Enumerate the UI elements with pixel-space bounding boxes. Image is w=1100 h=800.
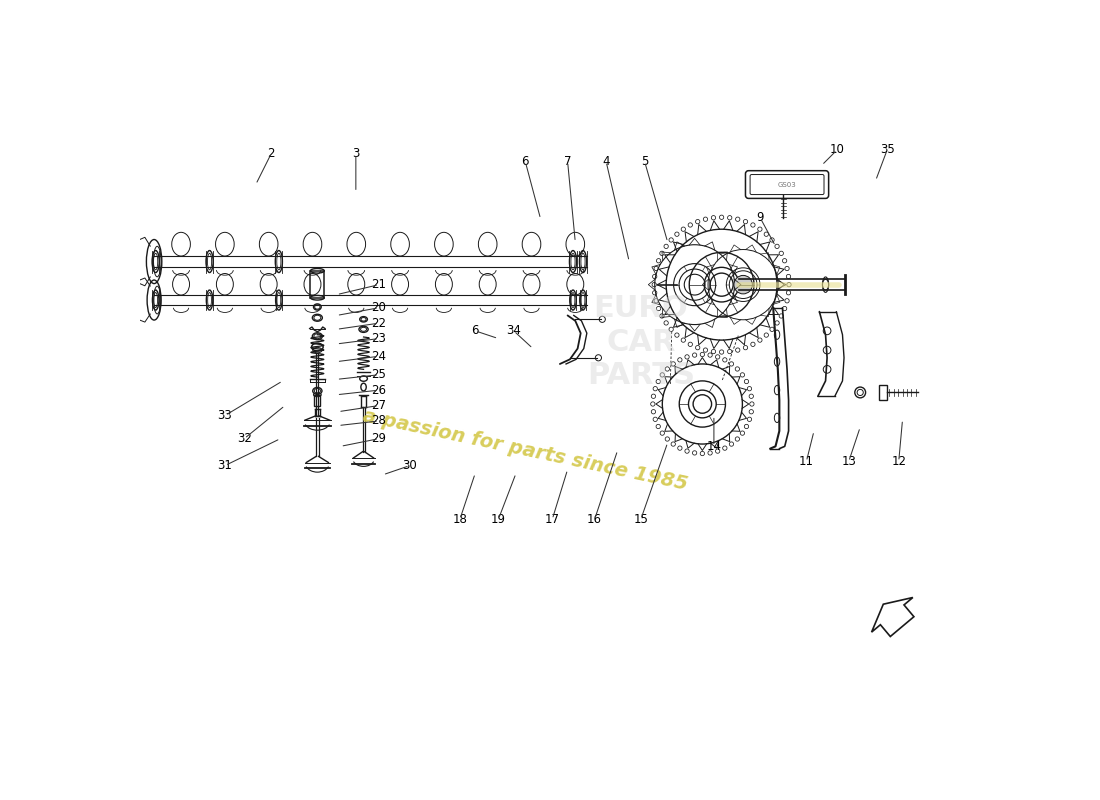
Text: 18: 18	[452, 513, 468, 526]
Text: 22: 22	[372, 317, 386, 330]
Text: GS03: GS03	[778, 182, 796, 187]
Text: 5: 5	[641, 155, 648, 168]
Text: 21: 21	[372, 278, 386, 291]
Bar	[880, 385, 887, 400]
Text: 4: 4	[603, 155, 609, 168]
Text: 9: 9	[757, 211, 763, 224]
Bar	[315, 394, 320, 406]
Text: 20: 20	[372, 302, 386, 314]
Bar	[310, 270, 324, 298]
Text: 30: 30	[403, 459, 417, 472]
Text: 10: 10	[829, 143, 845, 157]
Text: 26: 26	[372, 384, 386, 397]
Text: 14: 14	[706, 440, 722, 453]
Text: 25: 25	[372, 368, 386, 382]
Text: 24: 24	[372, 350, 386, 362]
Text: 6: 6	[521, 155, 529, 168]
Text: a passion for parts since 1985: a passion for parts since 1985	[361, 406, 690, 494]
Text: 34: 34	[506, 324, 521, 338]
Text: 32: 32	[236, 432, 252, 445]
Text: 7: 7	[564, 155, 571, 168]
Text: 11: 11	[799, 455, 814, 468]
Text: 3: 3	[352, 147, 360, 160]
Circle shape	[734, 275, 752, 294]
Text: 17: 17	[544, 513, 560, 526]
Text: 16: 16	[587, 513, 602, 526]
Text: 27: 27	[372, 399, 386, 412]
Text: 31: 31	[218, 459, 232, 472]
Text: 2: 2	[267, 147, 275, 160]
Text: 29: 29	[372, 432, 386, 445]
Text: 28: 28	[372, 414, 386, 427]
Text: 12: 12	[891, 455, 906, 468]
Text: 23: 23	[372, 332, 386, 345]
Text: 19: 19	[491, 513, 506, 526]
Text: 33: 33	[218, 409, 232, 422]
Text: 6: 6	[472, 324, 478, 338]
Text: 13: 13	[842, 455, 856, 468]
Text: 15: 15	[634, 513, 648, 526]
Text: 35: 35	[880, 143, 894, 157]
Text: EURO
CAR
PARTS: EURO CAR PARTS	[586, 294, 695, 390]
